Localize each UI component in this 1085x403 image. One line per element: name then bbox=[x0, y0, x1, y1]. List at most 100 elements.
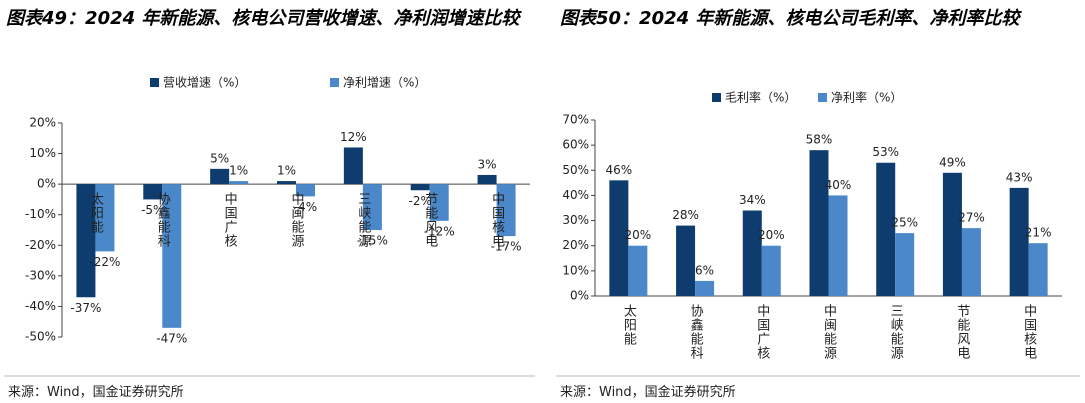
bar bbox=[695, 280, 715, 296]
value-label: 1% bbox=[277, 164, 296, 178]
value-label: -2% bbox=[409, 194, 432, 208]
y-tick-label: 0% bbox=[37, 177, 56, 191]
value-label: -4% bbox=[294, 200, 317, 214]
y-tick-label: 10% bbox=[29, 146, 56, 160]
value-label: -17% bbox=[491, 240, 522, 254]
value-label: 43% bbox=[1006, 170, 1033, 184]
bar bbox=[296, 184, 315, 197]
legend-swatch bbox=[150, 78, 159, 87]
bar bbox=[277, 181, 296, 185]
bar bbox=[410, 184, 430, 191]
bar bbox=[229, 181, 249, 185]
y-tick-label: 30% bbox=[562, 213, 589, 227]
y-tick-label: -50% bbox=[25, 330, 56, 344]
value-label: 21% bbox=[1025, 226, 1052, 240]
y-tick-label: -40% bbox=[25, 299, 56, 313]
x-tick-label: 中国核电 bbox=[1021, 304, 1037, 360]
bar bbox=[876, 162, 896, 296]
y-tick-label: 60% bbox=[562, 138, 589, 152]
x-tick-label: 中国广核 bbox=[222, 192, 238, 248]
x-tick-label: 节能风电 bbox=[954, 304, 970, 360]
y-tick-label: 50% bbox=[562, 163, 589, 177]
bar bbox=[761, 245, 781, 296]
bar bbox=[676, 225, 696, 296]
chart-title: 图表50：2024 年新能源、核电公司毛利率、净利率比较 bbox=[560, 8, 1020, 29]
x-tick-label: 中国核电 bbox=[489, 192, 505, 248]
value-label: 1% bbox=[229, 164, 248, 178]
x-tick-label: 中闽能源 bbox=[289, 192, 305, 248]
value-label: 49% bbox=[939, 155, 966, 169]
source-note: 来源：Wind，国金证券研究所 bbox=[560, 385, 736, 400]
x-tick-label: 太阳能 bbox=[88, 192, 104, 234]
value-label: 5% bbox=[210, 151, 229, 165]
value-label: 28% bbox=[672, 208, 699, 222]
x-tick-label: 节能风电 bbox=[422, 192, 438, 248]
legend-label: 净利增速（%） bbox=[343, 76, 426, 90]
y-tick-label: -30% bbox=[25, 268, 56, 282]
value-label: -5% bbox=[141, 203, 164, 217]
value-label: -15% bbox=[357, 234, 388, 248]
bar bbox=[961, 228, 981, 296]
x-tick-label: 三峡能源 bbox=[355, 192, 371, 248]
value-label: -37% bbox=[70, 301, 101, 315]
x-tick-label: 中国广核 bbox=[754, 304, 770, 360]
y-tick-label: -20% bbox=[25, 238, 56, 252]
legend-swatch bbox=[330, 78, 339, 87]
bar bbox=[496, 184, 516, 237]
bar bbox=[143, 184, 163, 200]
legend-label: 净利率（%） bbox=[831, 90, 902, 105]
legend-label: 毛利率（%） bbox=[725, 90, 796, 105]
bar bbox=[343, 147, 363, 185]
bar bbox=[429, 184, 449, 221]
value-label: 20% bbox=[758, 228, 785, 242]
x-tick-label: 三峡能源 bbox=[888, 304, 904, 360]
legend-swatch bbox=[712, 93, 721, 102]
bar bbox=[628, 245, 648, 296]
bar bbox=[95, 184, 115, 252]
bar bbox=[162, 184, 182, 328]
value-label: -22% bbox=[89, 255, 120, 269]
value-label: 40% bbox=[825, 178, 852, 192]
legend-swatch bbox=[818, 93, 827, 102]
x-tick-label: 中闽能源 bbox=[821, 304, 837, 360]
y-tick-label: 0% bbox=[570, 289, 589, 303]
y-tick-label: 10% bbox=[562, 263, 589, 277]
value-label: 20% bbox=[625, 228, 652, 242]
value-label: 6% bbox=[695, 263, 714, 277]
value-label: 46% bbox=[606, 163, 633, 177]
value-label: 3% bbox=[478, 157, 497, 171]
value-label: 58% bbox=[806, 133, 833, 147]
value-label: -47% bbox=[156, 331, 187, 345]
x-tick-label: 协鑫能科 bbox=[688, 304, 704, 360]
bar bbox=[942, 172, 962, 296]
value-label: 27% bbox=[958, 211, 985, 225]
x-tick-label: 协鑫能科 bbox=[155, 192, 171, 248]
bar bbox=[76, 184, 96, 298]
value-label: 12% bbox=[340, 130, 367, 144]
bar bbox=[1009, 187, 1029, 296]
bar bbox=[609, 180, 629, 296]
bar bbox=[210, 168, 230, 185]
value-label: 53% bbox=[872, 145, 899, 159]
y-tick-label: 20% bbox=[562, 238, 589, 252]
chart-title: 图表49：2024 年新能源、核电公司营收增速、净利润增速比较 bbox=[6, 8, 520, 29]
y-tick-label: 40% bbox=[562, 188, 589, 202]
bar bbox=[742, 210, 762, 296]
value-label: 34% bbox=[739, 193, 766, 207]
y-tick-label: 70% bbox=[562, 113, 589, 127]
bar bbox=[895, 233, 915, 296]
value-label: -12% bbox=[424, 224, 455, 238]
bar bbox=[828, 195, 848, 296]
x-tick-label: 太阳能 bbox=[621, 304, 637, 346]
legend-label: 营收增速（%） bbox=[163, 76, 246, 90]
bar bbox=[362, 184, 382, 230]
bar bbox=[477, 174, 497, 185]
y-tick-label: -10% bbox=[25, 207, 56, 221]
bar bbox=[1028, 243, 1048, 296]
source-note: 来源：Wind，国金证券研究所 bbox=[8, 385, 184, 400]
value-label: 25% bbox=[891, 216, 918, 230]
bar bbox=[809, 150, 829, 296]
y-tick-label: 20% bbox=[29, 116, 56, 130]
